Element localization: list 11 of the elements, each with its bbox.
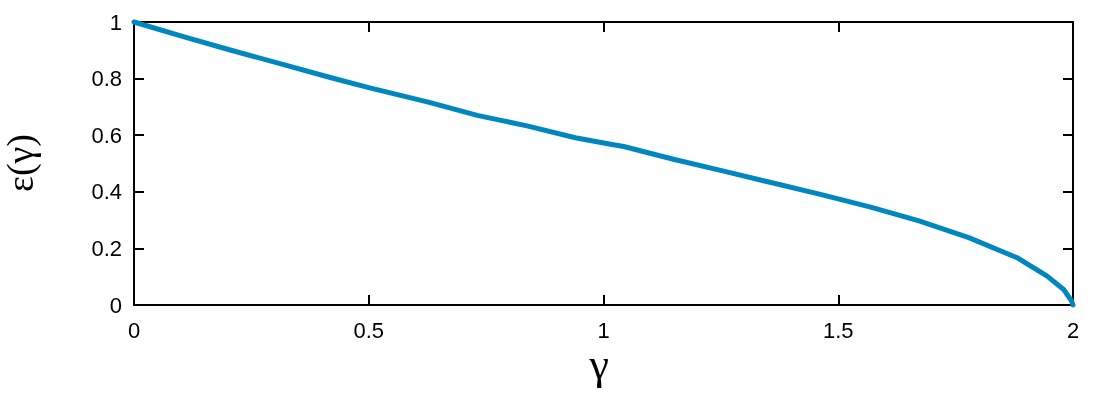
x-tick-label: 2	[1066, 317, 1080, 343]
x-tick-label: 0.5	[353, 317, 385, 343]
y-tick-label: 0	[109, 292, 122, 318]
y-tick-label: 0.2	[91, 235, 122, 261]
y-tick-label: 0.8	[91, 66, 122, 92]
x-tick-label: 1.5	[822, 317, 854, 343]
y-tick-label: 0.6	[91, 122, 122, 148]
y-tick-label: 0.4	[91, 179, 122, 205]
x-tick-label: 0	[127, 317, 141, 343]
y-tick-label: 1	[109, 9, 122, 35]
y-axis-title: ε(γ)	[0, 133, 42, 193]
